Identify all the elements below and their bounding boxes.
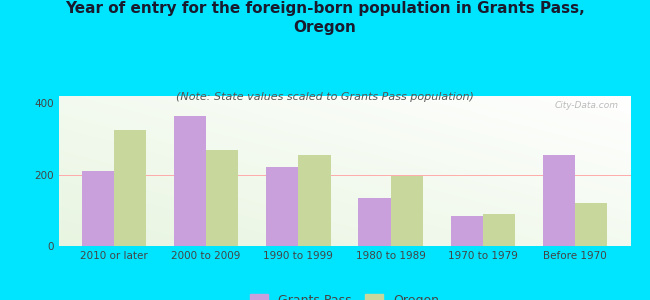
Bar	[358, 198, 391, 246]
Text: City-Data.com: City-Data.com	[555, 100, 619, 109]
Text: Year of entry for the foreign-born population in Grants Pass,
Oregon: Year of entry for the foreign-born popul…	[65, 2, 585, 35]
Bar	[298, 155, 331, 246]
Bar	[483, 214, 515, 246]
Bar	[450, 216, 483, 246]
Legend: Grants Pass, Oregon: Grants Pass, Oregon	[250, 294, 439, 300]
Bar	[206, 150, 239, 246]
Text: (Note: State values scaled to Grants Pass population): (Note: State values scaled to Grants Pas…	[176, 92, 474, 101]
Bar	[174, 116, 206, 246]
Bar	[266, 167, 298, 246]
Bar	[543, 155, 575, 246]
Bar	[575, 203, 608, 246]
Bar	[391, 176, 423, 246]
Bar	[81, 171, 114, 246]
Bar	[114, 130, 146, 246]
